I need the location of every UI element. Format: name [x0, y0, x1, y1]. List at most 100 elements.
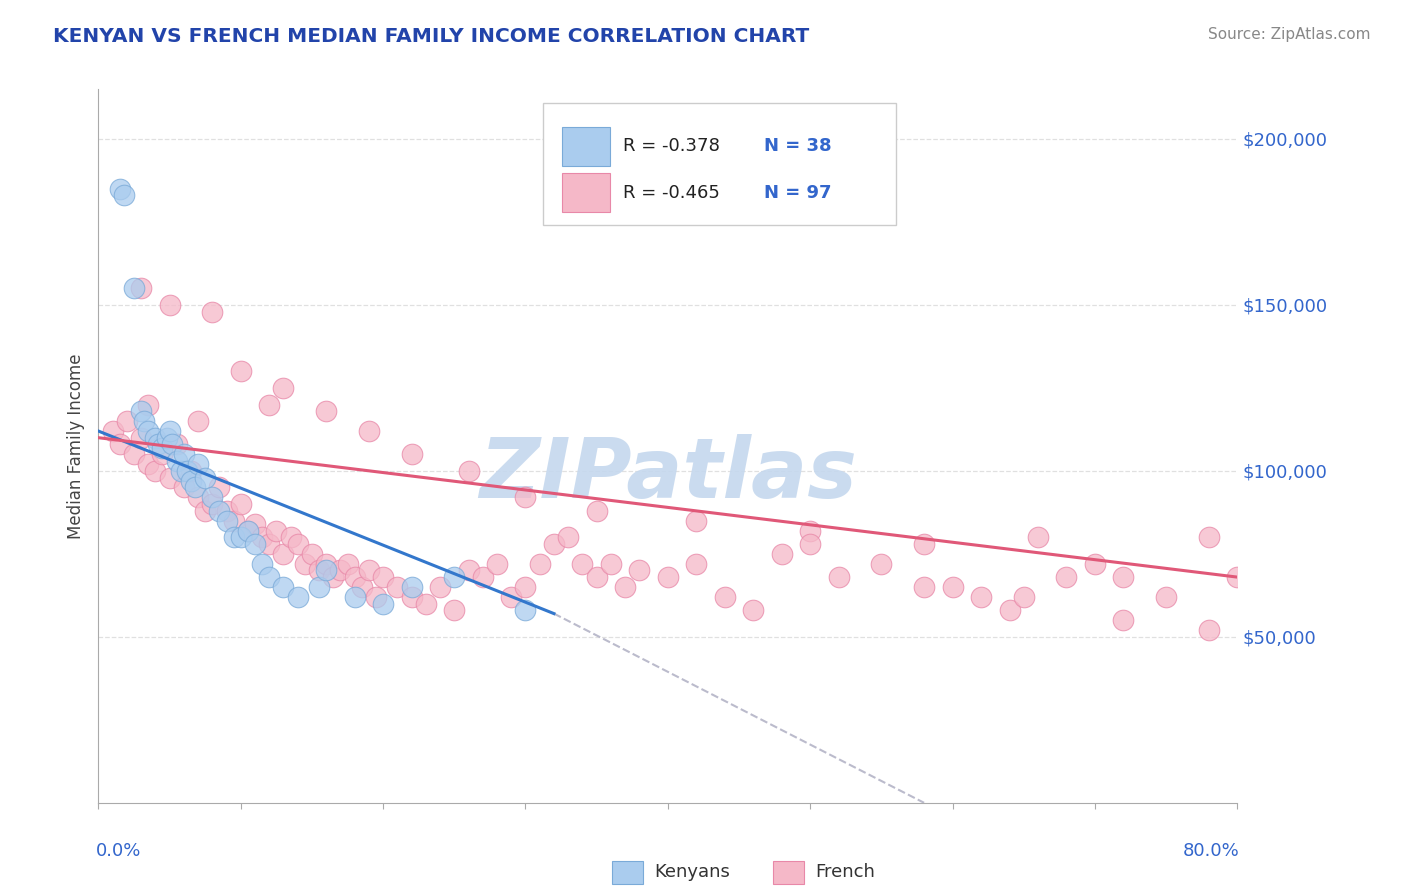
Point [162, 437, 184, 451]
Point [529, 557, 551, 571]
Point [236, 524, 259, 538]
Point [371, 570, 394, 584]
Text: R = -0.465: R = -0.465 [623, 184, 720, 202]
Point [145, 464, 167, 478]
Text: 0.0%: 0.0% [96, 842, 142, 860]
Point [159, 424, 181, 438]
Point [266, 524, 288, 538]
Point [315, 404, 337, 418]
Point [308, 564, 330, 578]
Point [685, 557, 707, 571]
Point [152, 447, 174, 461]
Point [350, 580, 373, 594]
Point [180, 474, 202, 488]
Point [828, 570, 851, 584]
Text: Kenyans: Kenyans [654, 863, 730, 881]
Point [657, 570, 679, 584]
Point [371, 597, 394, 611]
Point [515, 580, 537, 594]
Point [912, 537, 935, 551]
Point [457, 464, 479, 478]
Point [357, 424, 380, 438]
Point [343, 570, 366, 584]
Point [308, 580, 330, 594]
Point [415, 597, 437, 611]
Point [1154, 590, 1177, 604]
Point [998, 603, 1021, 617]
Point [543, 537, 565, 551]
Point [315, 564, 337, 578]
Point [401, 580, 423, 594]
Point [145, 431, 167, 445]
FancyBboxPatch shape [562, 127, 610, 166]
Point [180, 464, 202, 478]
Point [322, 570, 344, 584]
FancyBboxPatch shape [562, 173, 610, 212]
Point [215, 514, 238, 528]
Point [280, 530, 302, 544]
Point [156, 431, 179, 445]
Point [614, 580, 637, 594]
Point [152, 441, 174, 455]
Point [287, 590, 309, 604]
Point [912, 580, 935, 594]
Point [429, 580, 451, 594]
Point [187, 491, 209, 505]
Point [294, 557, 316, 571]
Point [336, 557, 359, 571]
Point [170, 464, 193, 478]
Point [1198, 530, 1220, 544]
Point [208, 504, 231, 518]
Point [471, 570, 494, 584]
Point [129, 431, 152, 445]
Point [273, 381, 295, 395]
Point [129, 404, 152, 418]
Point [129, 281, 152, 295]
Point [770, 547, 793, 561]
Point [108, 182, 131, 196]
FancyBboxPatch shape [543, 103, 896, 225]
Point [742, 603, 765, 617]
Point [166, 437, 188, 451]
Point [108, 437, 131, 451]
Point [315, 557, 337, 571]
Point [1084, 557, 1107, 571]
Point [301, 547, 323, 561]
Point [1226, 570, 1249, 584]
Point [799, 524, 821, 538]
Point [970, 590, 993, 604]
Point [222, 514, 245, 528]
Point [159, 298, 181, 312]
Point [1254, 647, 1277, 661]
Point [1112, 613, 1135, 627]
Text: N = 97: N = 97 [763, 184, 831, 202]
Point [173, 447, 195, 461]
Point [585, 504, 607, 518]
Point [250, 557, 273, 571]
Point [600, 557, 623, 571]
Point [401, 447, 423, 461]
Point [176, 464, 198, 478]
Point [194, 470, 217, 484]
Point [1112, 570, 1135, 584]
Point [942, 580, 965, 594]
Point [259, 397, 281, 411]
Point [243, 516, 266, 531]
Point [287, 537, 309, 551]
Point [229, 364, 252, 378]
Point [714, 590, 737, 604]
Point [685, 514, 707, 528]
Point [329, 564, 352, 578]
Point [229, 497, 252, 511]
Point [357, 564, 380, 578]
Point [799, 537, 821, 551]
Point [1198, 624, 1220, 638]
Point [136, 397, 159, 411]
Point [585, 570, 607, 584]
Point [1026, 530, 1049, 544]
Point [148, 437, 170, 451]
Text: Source: ZipAtlas.com: Source: ZipAtlas.com [1208, 27, 1371, 42]
Point [122, 281, 145, 295]
Point [343, 590, 366, 604]
Text: ZIPatlas: ZIPatlas [479, 434, 856, 515]
